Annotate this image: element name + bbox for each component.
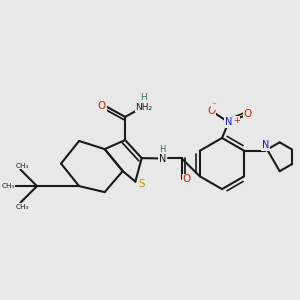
Text: N: N: [159, 154, 166, 164]
Text: N: N: [225, 117, 232, 127]
Text: O: O: [207, 106, 216, 116]
Text: N: N: [262, 140, 269, 150]
Text: ⁻: ⁻: [211, 101, 216, 110]
Text: CH₃: CH₃: [16, 163, 29, 169]
Text: H: H: [160, 145, 166, 154]
Text: +: +: [233, 116, 240, 125]
Text: O: O: [182, 175, 190, 184]
Text: O: O: [244, 109, 252, 119]
Text: O: O: [98, 101, 106, 111]
Text: S: S: [139, 179, 145, 189]
Text: H: H: [140, 93, 147, 102]
Text: CH₃: CH₃: [16, 204, 29, 210]
Text: CH₃: CH₃: [2, 183, 15, 189]
Text: NH₂: NH₂: [135, 103, 152, 112]
